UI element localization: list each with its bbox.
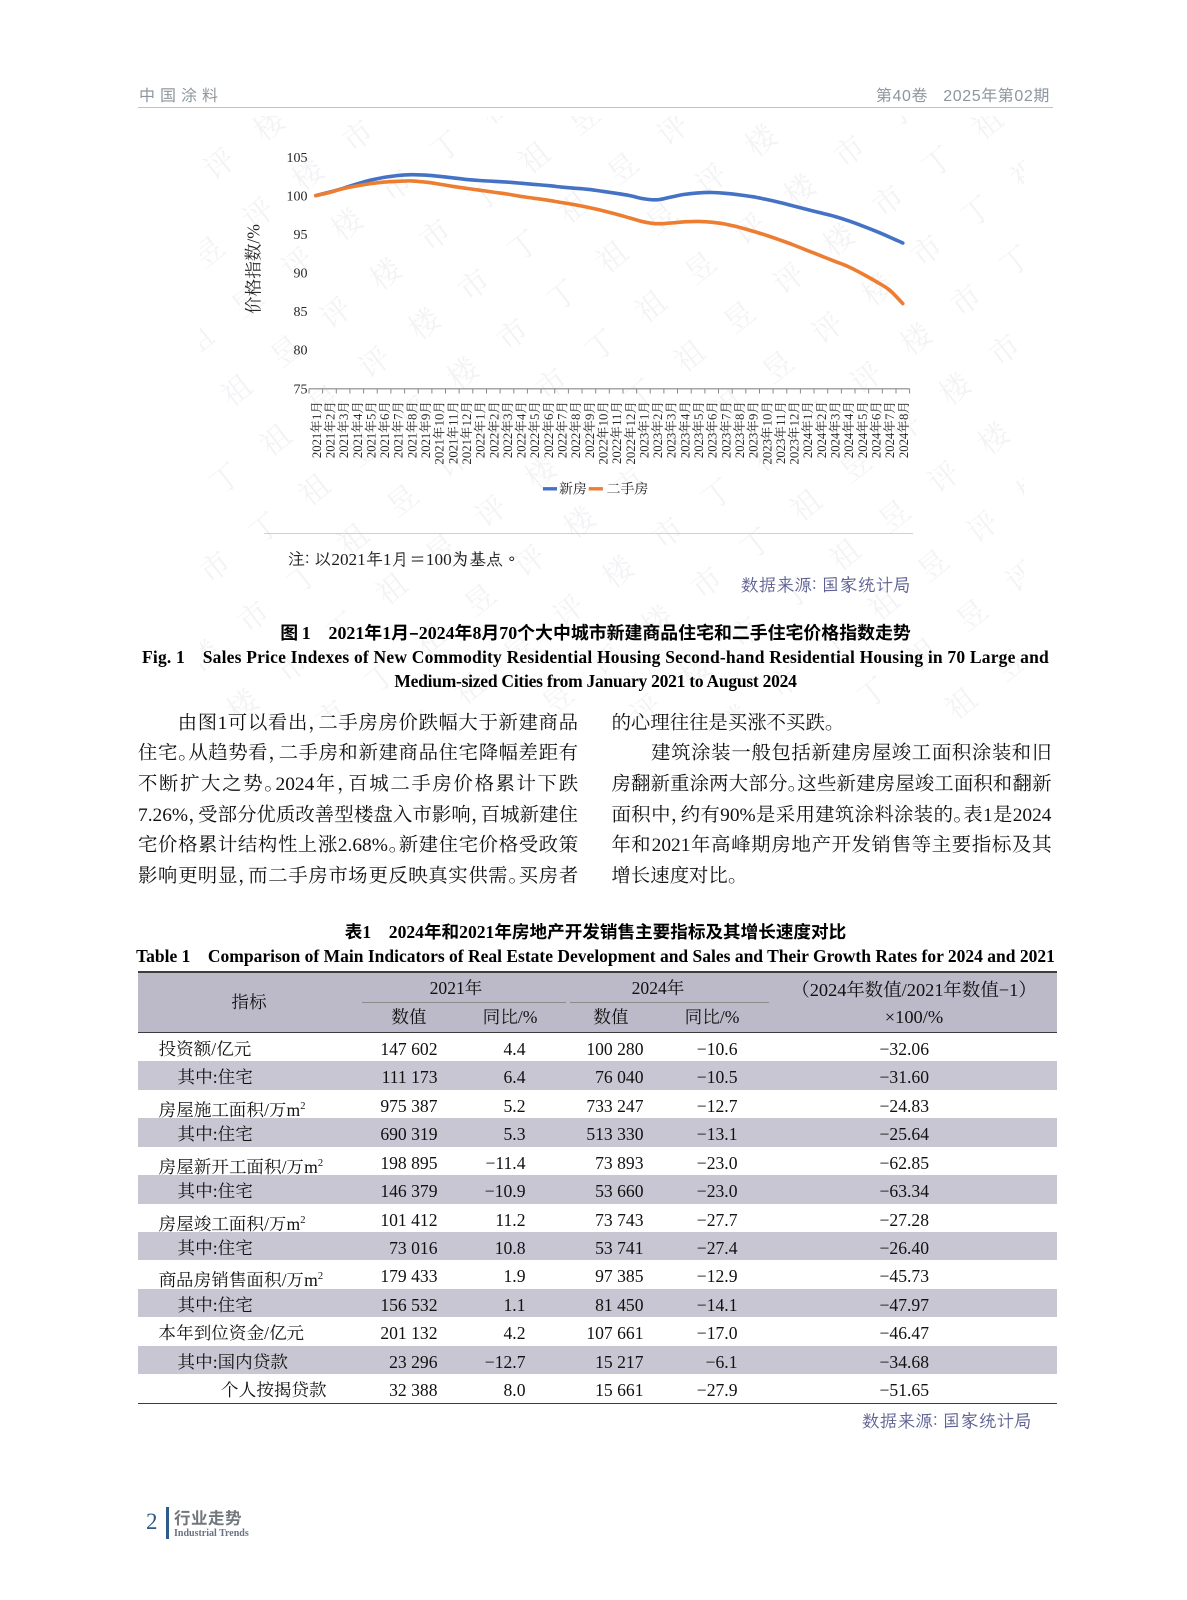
svg-text:2022年5月: 2022年5月 (524, 401, 543, 458)
svg-text:2023年1月: 2023年1月 (633, 401, 652, 458)
svg-text:2022年3月: 2022年3月 (497, 401, 516, 458)
svg-text:2023年11月: 2023年11月 (770, 401, 789, 464)
svg-text:2024年7月: 2024年7月 (879, 401, 898, 458)
svg-text:2023年10月: 2023年10月 (756, 401, 775, 464)
svg-text:2022年11月: 2022年11月 (606, 401, 625, 464)
svg-text:95: 95 (294, 228, 308, 243)
svg-text:2021年6月: 2021年6月 (374, 401, 393, 458)
svg-text:2021年4月: 2021年4月 (347, 401, 366, 458)
svg-text:2021年7月: 2021年7月 (388, 401, 407, 458)
svg-text:2024年8月: 2024年8月 (893, 401, 912, 458)
svg-text:2021年2月: 2021年2月 (320, 401, 339, 458)
svg-text:2021年10月: 2021年10月 (429, 401, 448, 464)
svg-text:2021年1月: 2021年1月 (306, 401, 325, 458)
svg-text:2022年12月: 2022年12月 (620, 401, 639, 464)
svg-text:2021年9月: 2021年9月 (415, 401, 434, 458)
svg-text:100: 100 (287, 189, 308, 204)
svg-text:二手房: 二手房 (607, 479, 649, 499)
svg-text:新房: 新房 (559, 479, 587, 499)
svg-text:2021年8月: 2021年8月 (401, 401, 420, 458)
svg-text:2022年6月: 2022年6月 (538, 401, 557, 458)
svg-text:75: 75 (294, 382, 308, 397)
svg-text:2022年1月: 2022年1月 (470, 401, 489, 458)
svg-text:2024年5月: 2024年5月 (852, 401, 871, 458)
svg-text:2023年12月: 2023年12月 (784, 401, 803, 464)
svg-text:2023年6月: 2023年6月 (702, 401, 721, 458)
svg-text:2024年4月: 2024年4月 (838, 401, 857, 458)
svg-text:80: 80 (294, 344, 308, 359)
svg-text:2024年2月: 2024年2月 (811, 401, 830, 458)
svg-text:2023年7月: 2023年7月 (715, 401, 734, 458)
svg-text:2022年9月: 2022年9月 (579, 401, 598, 458)
svg-text:2022年10月: 2022年10月 (593, 401, 612, 464)
svg-text:2021年5月: 2021年5月 (360, 401, 379, 458)
svg-text:2023年5月: 2023年5月 (688, 401, 707, 458)
svg-text:2023年9月: 2023年9月 (743, 401, 762, 458)
svg-text:2024年6月: 2024年6月 (866, 401, 885, 458)
svg-text:2022年4月: 2022年4月 (511, 401, 530, 458)
svg-text:价格指数/%: 价格指数/% (241, 224, 266, 314)
svg-text:2022年2月: 2022年2月 (483, 401, 502, 458)
svg-text:2023年4月: 2023年4月 (674, 401, 693, 458)
svg-text:2023年8月: 2023年8月 (729, 401, 748, 458)
svg-text:2022年7月: 2022年7月 (552, 401, 571, 458)
svg-text:2024年1月: 2024年1月 (797, 401, 816, 458)
svg-text:85: 85 (294, 305, 308, 320)
svg-text:90: 90 (294, 267, 308, 282)
svg-text:2023年3月: 2023年3月 (661, 401, 680, 458)
svg-text:2023年2月: 2023年2月 (647, 401, 666, 458)
svg-text:2021年12月: 2021年12月 (456, 401, 475, 464)
svg-text:2024年3月: 2024年3月 (825, 401, 844, 458)
svg-text:2021年3月: 2021年3月 (333, 401, 352, 458)
svg-text:105: 105 (287, 151, 308, 166)
svg-text:2021年11月: 2021年11月 (442, 401, 461, 464)
svg-text:2022年8月: 2022年8月 (565, 401, 584, 458)
